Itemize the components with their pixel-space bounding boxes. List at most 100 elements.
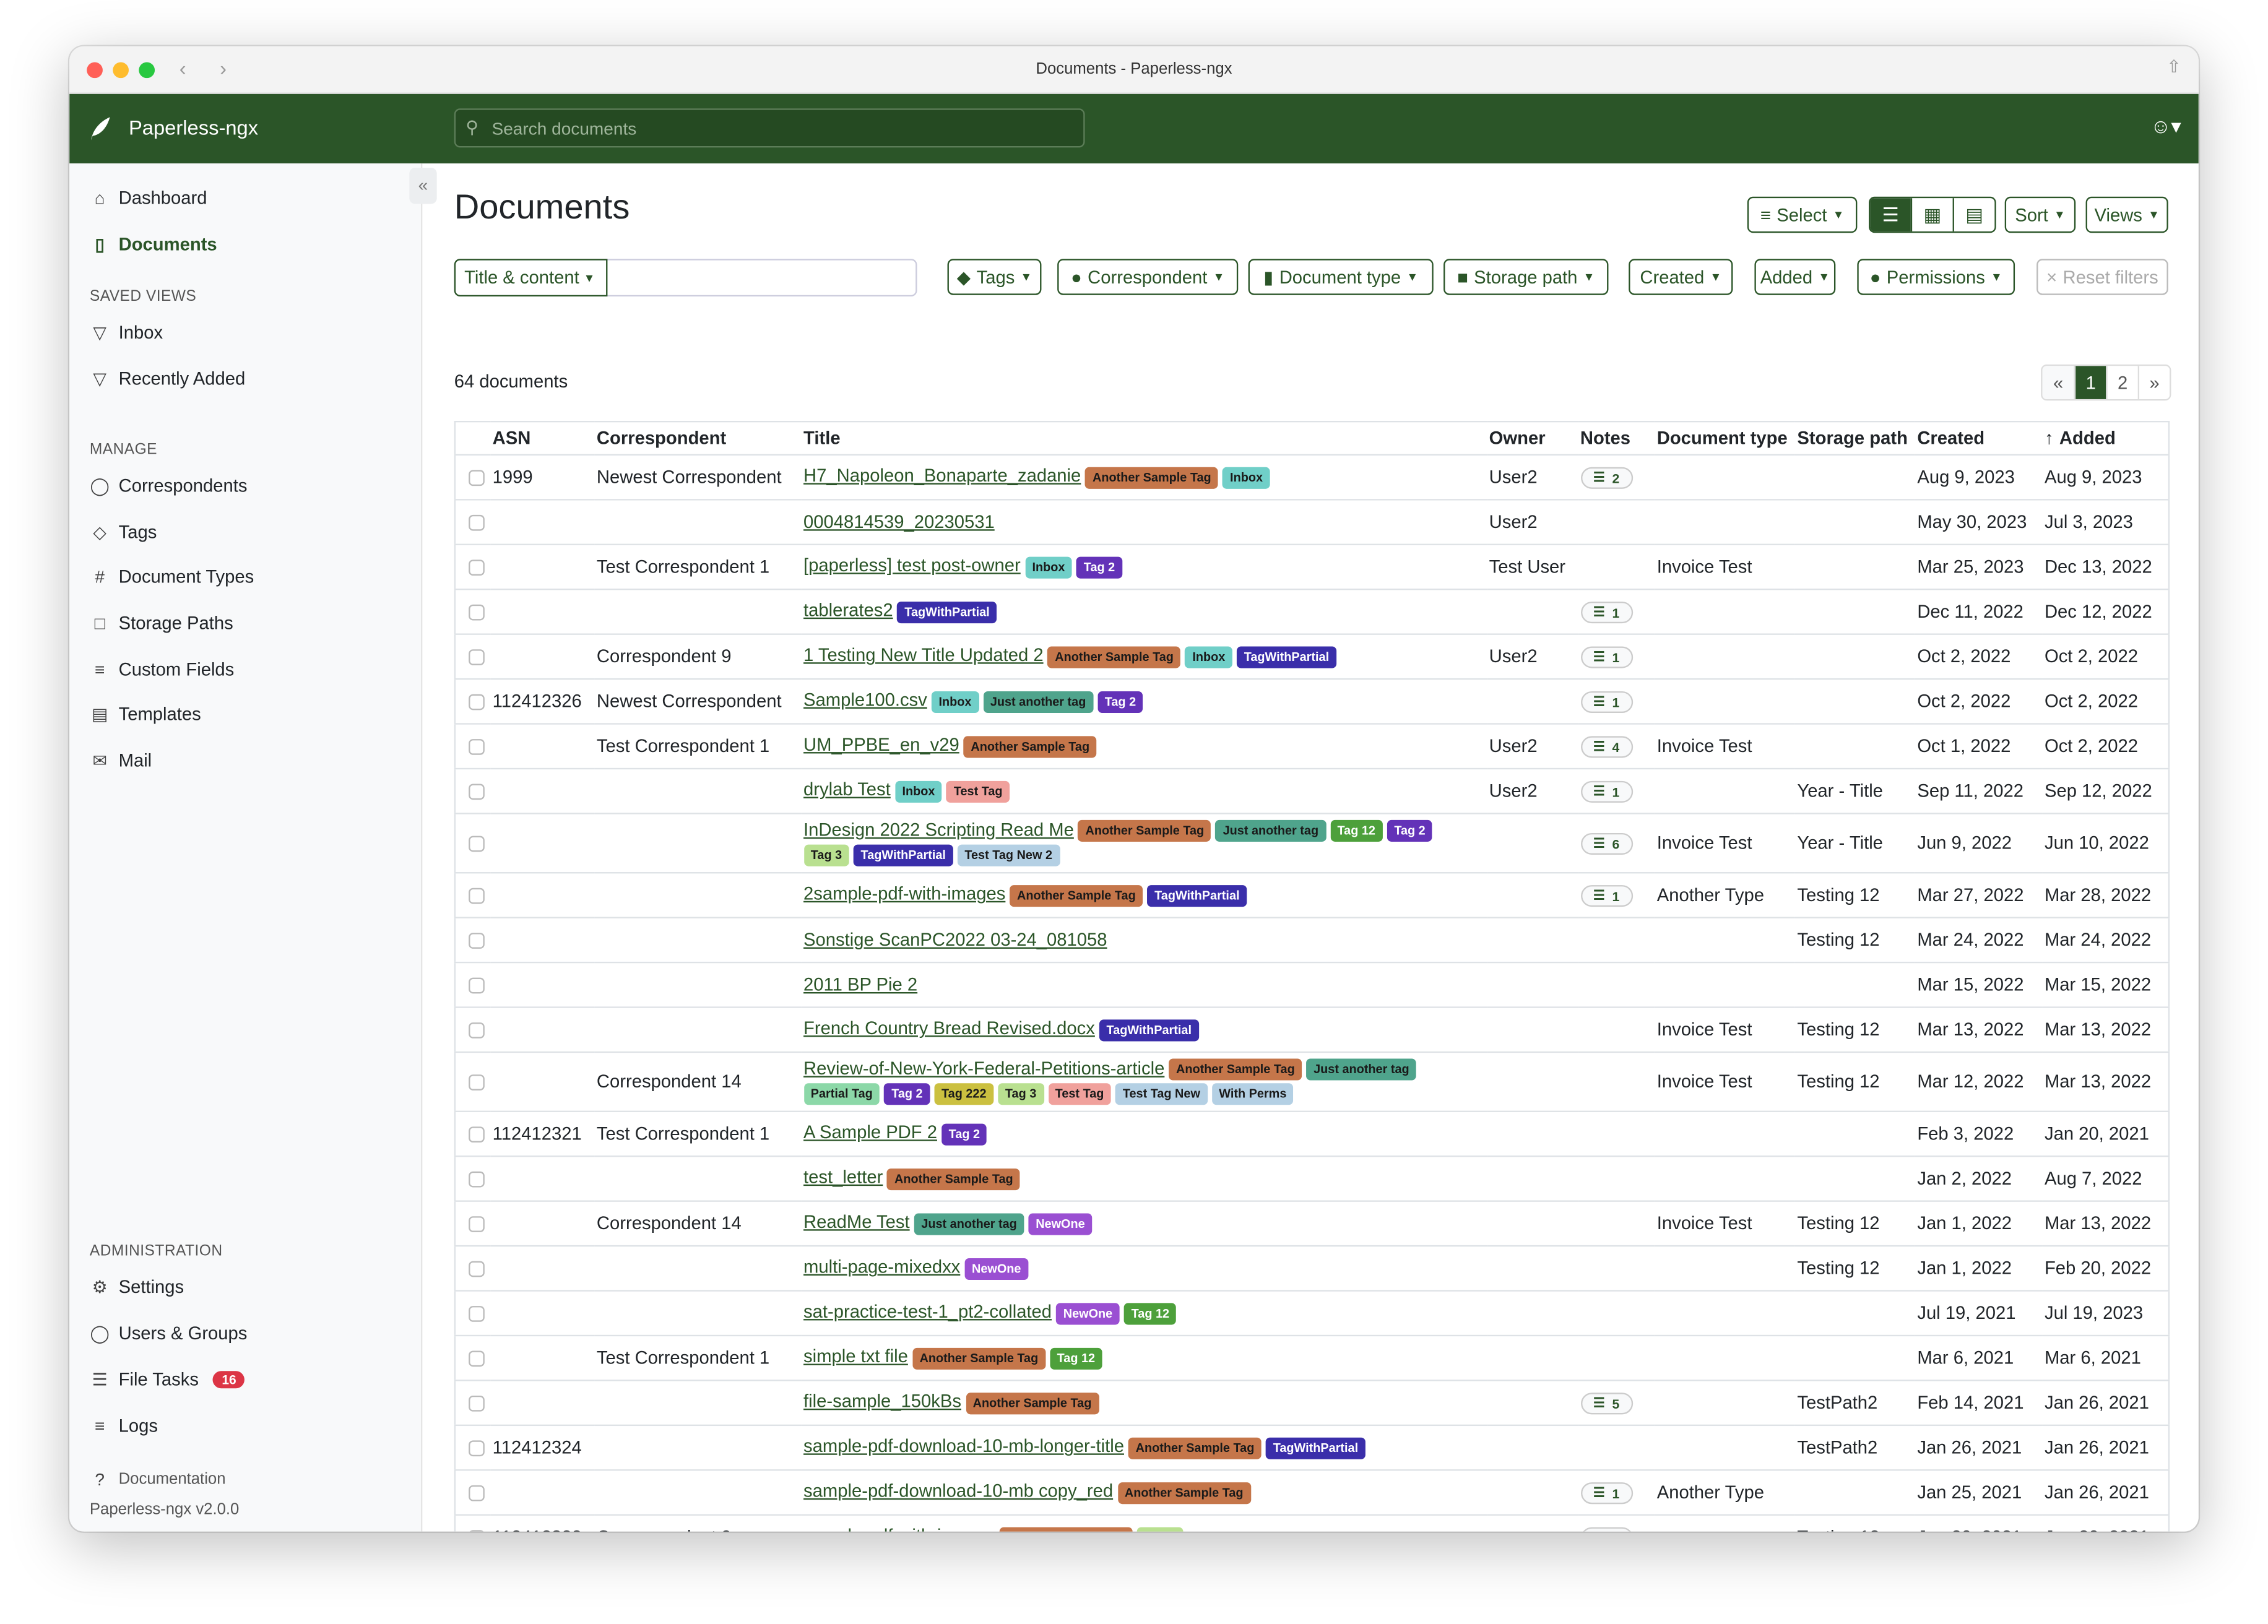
row-checkbox[interactable] [469,1021,485,1038]
tag-badge[interactable]: Tag 2 [941,1123,987,1145]
table-row[interactable]: Correspondent 14 ReadMe Test Just another … [454,1200,2169,1246]
table-row[interactable]: tablerates2 TagWithPartial ☰ 1 Dec 11, 2022 D… [454,589,2169,634]
row-checkbox[interactable] [469,514,485,530]
table-row[interactable]: file-sample_150kBs Another Sample Tag ☰ 5 Te… [454,1380,2169,1425]
search-input[interactable]: ⚲ Search documents [454,108,1085,148]
document-title-link[interactable]: InDesign 2022 Scripting Read Me [803,819,1074,840]
forward-icon[interactable]: › [220,56,227,80]
tag-badge[interactable]: TagWithPartial [853,844,953,866]
view-large-cards-icon[interactable]: ▤ [1952,198,1995,231]
notes-badge[interactable]: ☰ 5 [1580,1393,1633,1415]
permissions-filter-button[interactable]: ● Permissions ▼ [1857,259,2015,295]
table-row[interactable]: InDesign 2022 Scripting Read Me Another S… [454,813,2169,873]
sidebar-item-logs[interactable]: ≡ Logs [90,1416,158,1436]
notes-badge[interactable]: ☰ 1 [1580,602,1633,624]
tag-badge[interactable]: Another Sample Tag [1169,1058,1302,1081]
tag-badge[interactable]: TagWithPartial [897,600,997,623]
row-checkbox[interactable] [469,693,485,710]
notes-badge[interactable]: ☰ 1 [1580,691,1633,714]
tag-badge[interactable]: Another Sample Tag [1078,819,1211,842]
tag-badge[interactable]: Test Tag New 2 [957,844,1060,866]
document-title-link[interactable]: test_letter [803,1167,883,1188]
documentation-link[interactable]: ? Documentation [90,1469,225,1490]
table-row[interactable]: Sonstige ScanPC2022 03-24_081058 Testing … [454,917,2169,963]
document-title-link[interactable]: Review-of-New-York-Federal-Petitions-art… [803,1058,1165,1079]
document-title-link[interactable]: [paperless] test post-owner [803,555,1021,576]
table-row[interactable]: French Country Bread Revised.docx TagWith… [454,1006,2169,1052]
row-checkbox[interactable] [469,1260,485,1277]
row-checkbox[interactable] [469,932,485,948]
table-row[interactable]: 112412324 sample-pdf-download-10-mb-longe… [454,1424,2169,1471]
row-checkbox[interactable] [469,1074,485,1090]
table-row[interactable]: 112412326 Newest Correspondent Sample100.c… [454,678,2169,724]
sidebar-item-file-tasks[interactable]: ☰ File Tasks 16 [90,1370,245,1390]
view-small-cards-icon[interactable]: ▦ [1910,198,1953,231]
tag-badge[interactable]: Tag 3 [803,844,849,866]
tag-badge[interactable]: Just another tag [983,690,1094,712]
row-checkbox[interactable] [469,1484,485,1501]
tag-badge[interactable]: Another Sample Tag [1047,646,1181,668]
sort-button[interactable]: Sort ▼ [2004,196,2076,233]
table-row[interactable]: sat-practice-test-1_pt2-collated NewOne Ta… [454,1290,2169,1336]
storage-path-filter-button[interactable]: ■ Storage path ▼ [1443,259,1609,295]
column-header-owner[interactable]: Owner [1489,428,1546,449]
column-header-created[interactable]: Created [1917,428,1985,449]
tag-badge[interactable]: Another Sample Tag [1010,884,1143,906]
tag-badge[interactable]: Inbox [1223,466,1270,488]
document-title-link[interactable]: drylab Test [803,780,891,800]
document-title-link[interactable]: file-sample_150kBs [803,1391,961,1412]
column-header-document-type[interactable]: Document type [1656,428,1788,449]
sidebar-item-recently-added[interactable]: ▽ Recently Added [90,369,245,389]
tag-badge[interactable]: NewOne [1028,1212,1093,1235]
sidebar-item-storage-paths[interactable]: □ Storage Paths [90,613,233,634]
table-row[interactable]: Test Correspondent 1 [paperless] test pos… [454,543,2169,590]
document-title-link[interactable]: sample-pdf-download-10-mb-longer-title [803,1436,1124,1457]
row-checkbox[interactable] [469,977,485,993]
notes-badge[interactable]: ☰ 1 [1580,1482,1633,1505]
column-header-added[interactable]: ↑ Added [2041,421,2169,455]
tag-badge[interactable]: Inbox [931,690,979,712]
reset-filters-button[interactable]: × Reset filters [2036,259,2168,295]
table-row[interactable]: test_letter Another Sample Tag Jan 2, 2022… [454,1155,2169,1201]
view-table-icon[interactable]: ☰ [1870,198,1911,231]
correspondent-filter-button[interactable]: ● Correspondent ▼ [1057,259,1239,295]
document-title-link[interactable]: 2011 BP Pie 2 [803,974,918,995]
sidebar-item-document-types[interactable]: # Document Types [90,567,254,587]
tag-badge[interactable]: Partial Tag [803,1083,880,1105]
sidebar-item-users-groups[interactable]: ◯ Users & Groups [90,1323,248,1344]
title-content-input[interactable] [606,261,915,295]
collapse-sidebar-button[interactable]: « [409,168,437,204]
notes-badge[interactable]: ☰ 1 [1580,885,1633,907]
column-header-notes[interactable]: Notes [1580,428,1631,449]
table-row[interactable]: Test Correspondent 1 simple txt file Anoth… [454,1334,2169,1381]
document-title-link[interactable]: multi-page-mixedxx [803,1257,961,1278]
table-row[interactable]: 112412322Correspondent 9sample-pdf-with-… [454,1514,2169,1532]
tag-badge[interactable]: Tag 2 [1076,556,1122,578]
sidebar-item-custom-fields[interactable]: ≡ Custom Fields [90,660,234,680]
document-title-link[interactable]: 1 Testing New Title Updated 2 [803,645,1044,666]
tag-badge[interactable]: Tag 2 [884,1083,930,1105]
tag-badge[interactable]: Just another tag [914,1212,1024,1235]
tag-badge[interactable]: Test Tag New [1115,1083,1208,1105]
notes-badge[interactable]: ☰ 1 [1580,780,1633,803]
row-checkbox[interactable] [469,1350,485,1367]
row-checkbox[interactable] [469,1216,485,1232]
created-filter-button[interactable]: Created ▼ [1629,259,1733,295]
row-checkbox[interactable] [469,835,485,852]
tag-badge[interactable]: Tag 222 [934,1083,994,1105]
tag-badge[interactable]: TagWithPartial [1099,1019,1199,1041]
document-title-link[interactable]: tablerates2 [803,600,893,621]
tag-badge[interactable]: Inbox [894,780,943,802]
tag-badge[interactable]: Tag 2 [1387,819,1433,842]
tag-badge[interactable]: With Perms [1211,1083,1294,1105]
table-row[interactable]: 0004814539_20230531 User2 May 30, 2023 Jul … [454,499,2169,545]
document-title-link[interactable]: ReadMe Test [803,1212,910,1233]
tag-badge[interactable]: Another Sample Tag [1128,1436,1262,1459]
document-title-link[interactable]: sample-pdf-download-10-mb copy_red [803,1481,1114,1502]
tag-badge[interactable]: Tag 12 [1123,1302,1177,1324]
tag-badge[interactable]: Test Tag [1047,1083,1112,1105]
row-checkbox[interactable] [469,1394,485,1411]
document-title-link[interactable]: Sample100.csv [803,690,927,711]
row-checkbox[interactable] [469,559,485,575]
table-row[interactable]: 2sample-pdf-with-images Another Sample Ta… [454,872,2169,918]
